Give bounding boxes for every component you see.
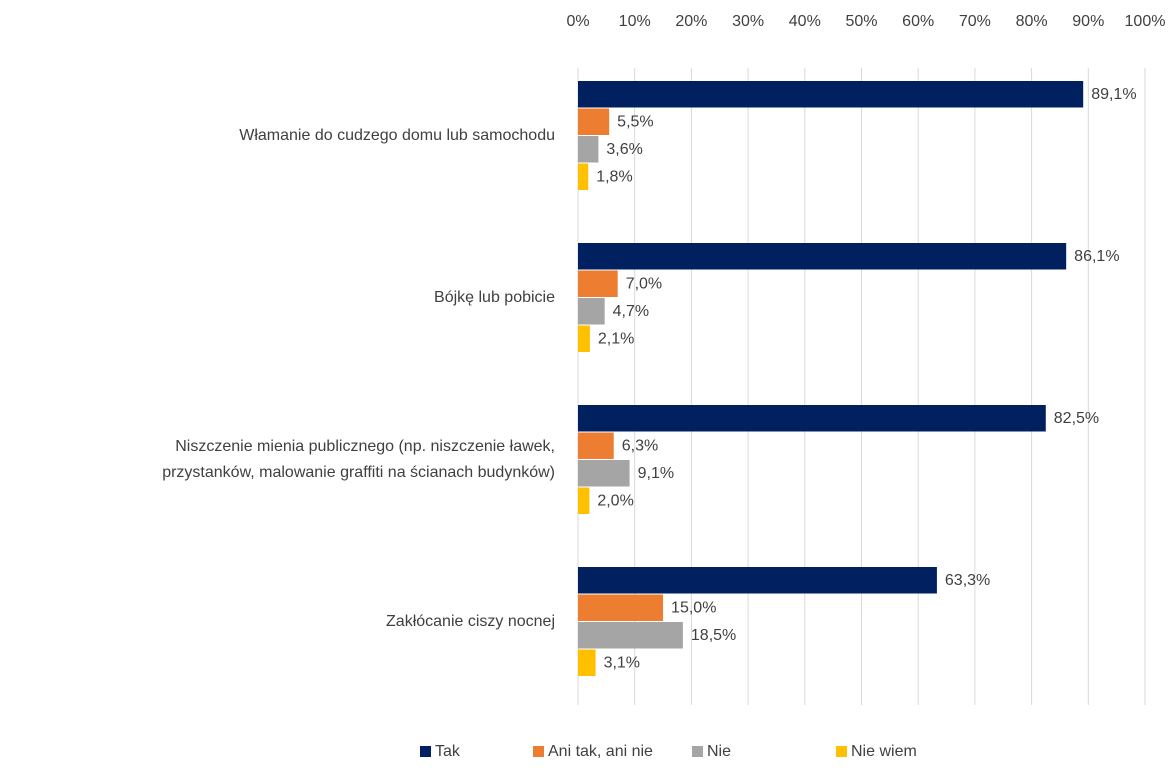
legend-swatch — [420, 746, 431, 757]
data-label: 6,3% — [622, 437, 658, 454]
bar — [578, 163, 589, 190]
bar — [578, 567, 937, 594]
bar — [578, 270, 618, 297]
x-tick-label: 10% — [619, 13, 651, 30]
x-tick-label: 80% — [1016, 13, 1048, 30]
x-tick-label: 70% — [959, 13, 991, 30]
category-label-line: Zakłócanie ciszy nocnej — [386, 613, 555, 630]
data-label: 86,1% — [1074, 248, 1119, 265]
category-label-line: Niszczenie mienia publicznego (np. niszc… — [175, 438, 555, 455]
category-label-line: Włamanie do cudzego domu lub samochodu — [239, 127, 555, 144]
bar — [578, 460, 630, 487]
bar — [578, 298, 605, 325]
data-label: 9,1% — [638, 465, 674, 482]
x-tick-label: 50% — [845, 13, 877, 30]
x-tick-label: 0% — [566, 13, 589, 30]
bar — [578, 108, 610, 135]
x-tick-label: 60% — [902, 13, 934, 30]
x-tick-label: 100% — [1125, 13, 1166, 30]
bar — [578, 81, 1084, 108]
bar — [578, 405, 1046, 432]
data-label: 7,0% — [626, 275, 662, 292]
x-tick-label: 30% — [732, 13, 764, 30]
data-label: 2,0% — [597, 492, 633, 509]
category-label: Włamanie do cudzego domu lub samochodu — [239, 127, 555, 144]
data-label: 15,0% — [671, 599, 716, 616]
category-label: Zakłócanie ciszy nocnej — [386, 613, 555, 630]
bar — [578, 594, 664, 621]
data-label: 1,8% — [596, 168, 632, 185]
data-label: 63,3% — [945, 572, 990, 589]
category-label-line: przystanków, malowanie graffiti na ścian… — [162, 464, 555, 481]
legend-swatch — [836, 746, 847, 757]
data-label: 3,1% — [604, 654, 640, 671]
bar — [578, 487, 590, 514]
bar — [578, 622, 683, 649]
data-label: 18,5% — [691, 627, 736, 644]
category-label: Bójkę lub pobicie — [434, 289, 555, 306]
data-label: 5,5% — [617, 113, 653, 130]
category-label: Niszczenie mienia publicznego (np. niszc… — [162, 438, 555, 481]
legend-label: Nie — [707, 743, 731, 760]
bar — [578, 432, 614, 459]
bar — [578, 649, 596, 676]
category-label-line: Bójkę lub pobicie — [434, 289, 555, 306]
bar — [578, 136, 599, 163]
legend-swatch — [692, 746, 703, 757]
data-label: 82,5% — [1054, 410, 1099, 427]
x-tick-label: 40% — [789, 13, 821, 30]
x-tick-label: 90% — [1072, 13, 1104, 30]
legend-label: Ani tak, ani nie — [548, 743, 653, 760]
x-tick-label: 20% — [675, 13, 707, 30]
data-label: 2,1% — [598, 330, 634, 347]
legend-label: Nie wiem — [851, 743, 917, 760]
legend-swatch — [533, 746, 544, 757]
data-label: 4,7% — [613, 303, 649, 320]
bar — [578, 325, 590, 352]
data-label: 3,6% — [606, 141, 642, 158]
data-label: 89,1% — [1091, 86, 1136, 103]
legend-label: Tak — [435, 743, 461, 760]
bar — [578, 243, 1067, 270]
